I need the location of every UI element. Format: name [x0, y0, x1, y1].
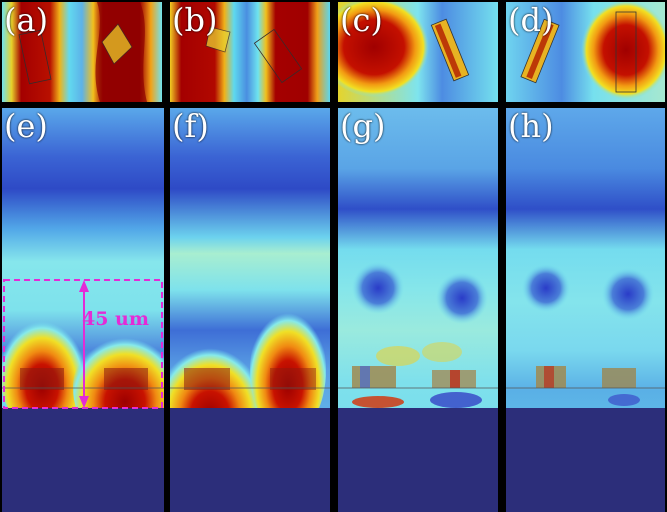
panel-d: (d): [506, 2, 665, 102]
field-map-b: [170, 2, 330, 102]
field-map-g: [338, 108, 498, 512]
field-map-f: [170, 108, 330, 512]
panel-g: (g): [338, 108, 498, 512]
panel-a: (a): [2, 2, 162, 102]
field-map-e: [2, 108, 164, 512]
panel-b: (b): [170, 2, 330, 102]
panel-f: (f): [170, 108, 330, 512]
field-map-c: [338, 2, 498, 102]
field-map-d: [506, 2, 665, 102]
field-map-h: [506, 108, 665, 512]
panel-c: (c): [338, 2, 498, 102]
field-map-a: [2, 2, 162, 102]
height-annotation: 45 um: [82, 308, 149, 330]
panel-e: (e) 45 um: [2, 108, 164, 512]
panel-h: (h): [506, 108, 665, 512]
